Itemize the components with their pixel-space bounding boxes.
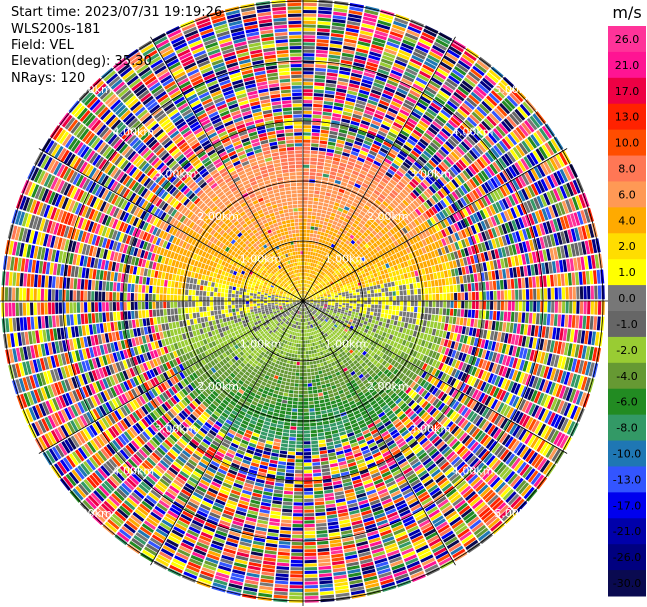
colorbar-tick: -8.0	[616, 422, 637, 435]
azimuth-spoke	[150, 36, 304, 302]
colorbar-segment	[608, 103, 646, 131]
colorbar-segment	[608, 414, 646, 442]
ring-label: 3.00km	[155, 422, 197, 435]
colorbar-tick: -21.0	[613, 525, 641, 538]
start-time-label: Start time: 2023/07/31 19:19:26	[11, 5, 223, 20]
ring-label: 2.00km	[367, 380, 409, 393]
colorbar-tick: -2.0	[616, 344, 637, 357]
elevation-label: Elevation(deg): 35.30	[11, 54, 152, 69]
colorbar-tick: 6.0	[618, 188, 636, 201]
colorbar-segment	[608, 466, 646, 493]
colorbar-segment	[608, 181, 646, 208]
colorbar-tick: -1.0	[616, 318, 637, 331]
colorbar-tick: -26.0	[613, 551, 641, 564]
ring-label: 2.00km	[367, 210, 409, 223]
colorbar-segment	[608, 233, 646, 260]
nrays-label: NRays: 120	[11, 71, 86, 86]
colorbar-segment	[608, 26, 646, 53]
ring-label: 1.00km	[240, 337, 282, 350]
ring-label: 5.00km	[494, 83, 536, 96]
colorbar-segment	[608, 311, 646, 338]
ring-label: 5.00km	[70, 83, 112, 96]
colorbar-tick: -6.0	[616, 396, 637, 409]
ring-label: 4.00km	[452, 465, 494, 478]
azimuth-spoke	[38, 300, 304, 454]
azimuth-spoke	[150, 300, 304, 566]
ring-label: 1.00km	[325, 253, 367, 266]
range-rings	[0, 0, 608, 606]
colorbar-tick: 10.0	[615, 137, 640, 150]
ring-label: 3.00km	[409, 422, 451, 435]
azimuth-spoke	[38, 148, 304, 302]
colorbar-segment	[608, 336, 646, 364]
colorbar-segment	[608, 77, 646, 105]
azimuth-spoke	[302, 300, 456, 566]
colorbar-tick: -13.0	[613, 473, 641, 486]
colorbar-tick: -4.0	[616, 370, 637, 383]
colorbar-segment	[608, 155, 646, 182]
colorbar-tick: 0.0	[618, 292, 636, 305]
colorbar-segment	[608, 285, 646, 312]
ring-label: 3.00km	[409, 168, 451, 181]
colorbar-segment	[608, 570, 646, 597]
azimuth-spoke	[302, 36, 456, 302]
ring-label: 2.00km	[197, 380, 239, 393]
ring-label: 1.00km	[325, 337, 367, 350]
colorbar-segment	[608, 259, 646, 286]
colorbar-segment	[608, 51, 646, 79]
colorbar-segment	[608, 129, 646, 157]
colorbar-tick: 4.0	[618, 214, 636, 227]
colorbar-tick: 26.0	[615, 33, 640, 46]
colorbar-segment	[608, 388, 646, 416]
colorbar-tick: 21.0	[615, 59, 640, 72]
ring-label: 4.00km	[113, 125, 155, 138]
colorbar-tick: 17.0	[615, 85, 640, 98]
ring-labels: 1.00km 1.00km 1.00km 1.00km 2.00km 2.00km 2.00…	[70, 83, 536, 520]
colorbar-segment	[608, 362, 646, 390]
ring-label: 2.00km	[197, 210, 239, 223]
colorbar-unit: m/s	[612, 3, 641, 22]
colorbar-tick: 8.0	[618, 163, 636, 176]
instrument-label: WLS200s-181	[11, 22, 101, 37]
colorbar-segment	[608, 518, 646, 545]
ring-label: 4.00km	[113, 465, 155, 478]
azimuth-spoke	[302, 300, 568, 454]
colorbar-tick: 1.0	[618, 266, 636, 279]
colorbar-segment	[608, 544, 646, 571]
colorbar-tick: -30.0	[613, 577, 641, 590]
ring-label: 5.00km	[494, 507, 536, 520]
azimuth-spoke	[302, 148, 568, 302]
colorbar-tick: 2.0	[618, 240, 636, 253]
colorbar-segment	[608, 440, 646, 467]
colorbar-tick: 13.0	[615, 111, 640, 124]
ring-label: 3.00km	[155, 168, 197, 181]
ring-label: 5.00km	[70, 507, 112, 520]
colorbar-tick: -10.0	[613, 448, 641, 461]
colorbar-segment	[608, 492, 646, 519]
field-label: Field: VEL	[11, 38, 74, 53]
ring-label: 1.00km	[240, 253, 282, 266]
ring-label: 4.00km	[452, 125, 494, 138]
colorbar-segment	[608, 207, 646, 234]
colorbar: 26.0 21.0 17.0 13.0 10.0 8.0 6.0 4.0 2.0 1.0 0.0 -1…	[608, 3, 646, 597]
colorbar-tick: -17.0	[613, 499, 641, 512]
